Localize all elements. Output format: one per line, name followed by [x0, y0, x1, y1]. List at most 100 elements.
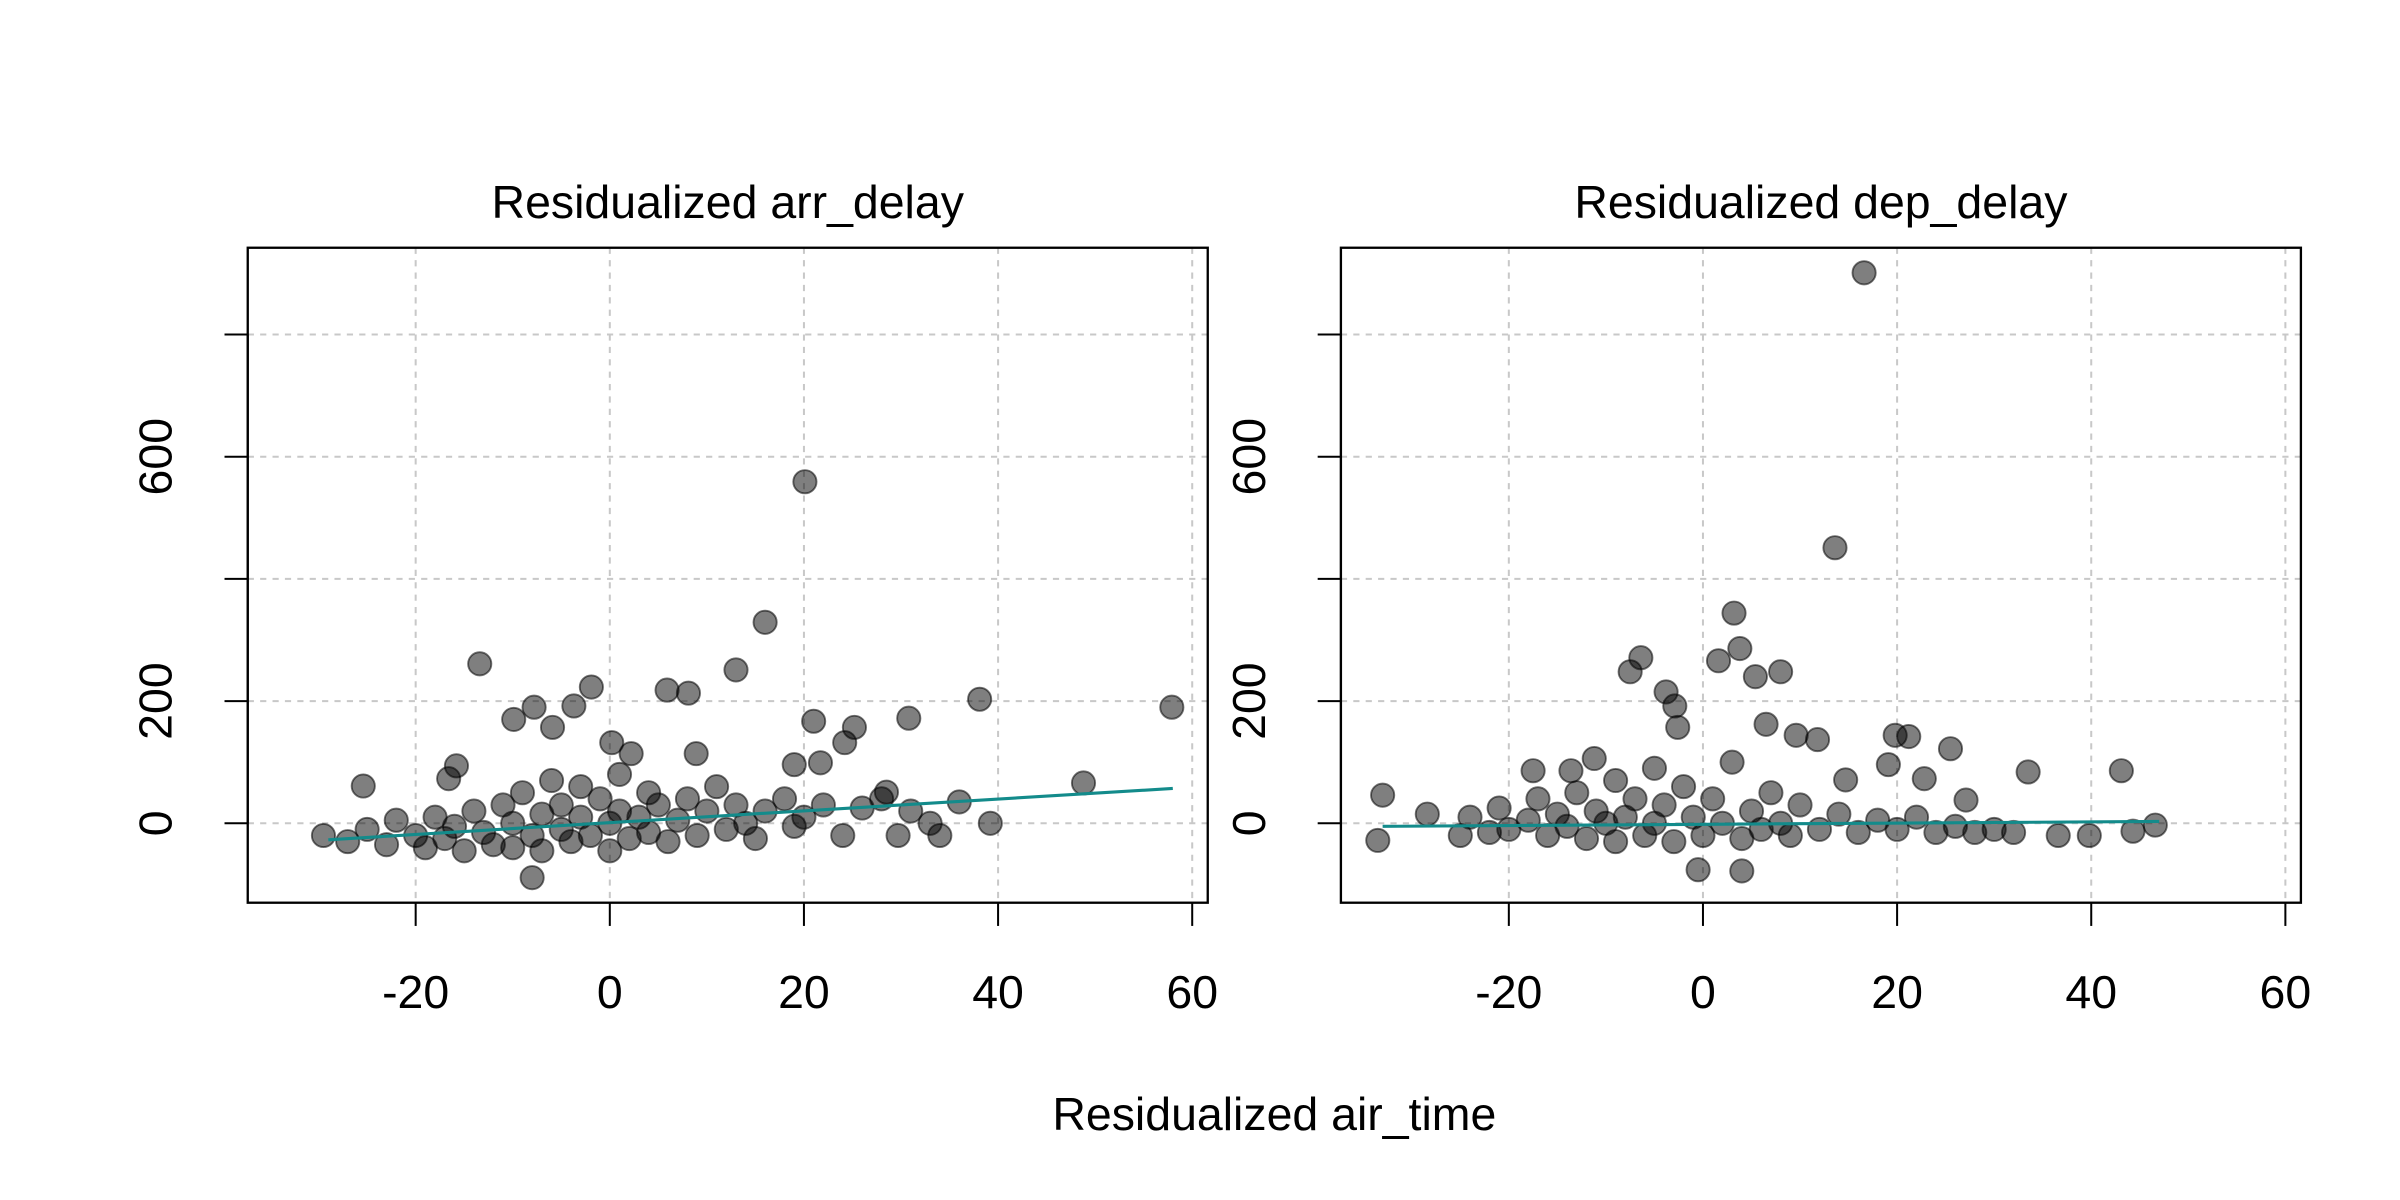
point	[2045, 822, 2071, 849]
point	[1671, 774, 1697, 800]
point	[599, 730, 625, 756]
point	[1937, 736, 1964, 762]
point	[1787, 792, 1813, 818]
point	[539, 767, 565, 794]
point	[1564, 780, 1590, 806]
point	[1953, 787, 1979, 813]
point	[354, 816, 380, 842]
point	[1573, 826, 1600, 852]
y-tick-label: 0	[1223, 810, 1275, 836]
point	[771, 786, 798, 812]
point	[801, 708, 827, 734]
point	[694, 798, 720, 824]
point	[674, 786, 701, 812]
point	[548, 792, 574, 818]
point	[1705, 648, 1732, 674]
point	[810, 792, 836, 818]
point	[441, 813, 468, 839]
point	[1558, 758, 1584, 784]
point	[606, 761, 633, 787]
x-tick-label: 40	[972, 966, 1024, 1018]
point	[1622, 786, 1648, 812]
point	[896, 705, 922, 731]
point	[1903, 804, 1930, 830]
x-tick-label: -20	[382, 966, 449, 1018]
point	[383, 807, 409, 833]
point	[977, 810, 1003, 836]
point	[1753, 711, 1779, 737]
point	[683, 741, 709, 767]
y-tick-label: 0	[130, 810, 182, 836]
point	[509, 780, 535, 806]
point	[521, 694, 547, 720]
point	[1845, 819, 1871, 845]
point	[519, 865, 545, 891]
point	[501, 706, 527, 732]
point	[1520, 758, 1546, 784]
point	[500, 835, 526, 861]
point	[539, 714, 566, 740]
point	[1365, 827, 1391, 853]
point	[1721, 600, 1747, 626]
point	[1486, 795, 1512, 821]
fit-line	[1382, 819, 2160, 828]
point	[645, 792, 671, 818]
point	[1777, 822, 1803, 849]
x-tick-label: 20	[778, 966, 830, 1018]
x-tick-label: 60	[1166, 966, 1218, 1018]
point	[967, 686, 993, 712]
point	[1768, 659, 1794, 685]
point	[1414, 801, 1440, 827]
point	[467, 651, 493, 677]
point	[1783, 722, 1809, 748]
point	[1742, 664, 1768, 690]
point	[654, 677, 680, 703]
y-tick-label: 600	[1223, 418, 1275, 495]
x-tick-label: 40	[2065, 966, 2117, 1018]
point	[1661, 829, 1687, 855]
y-tick-label: 200	[130, 662, 182, 739]
point	[1911, 766, 1937, 792]
point	[1896, 723, 1922, 750]
point	[618, 741, 644, 767]
point	[1833, 767, 1859, 793]
point	[781, 752, 807, 778]
point	[1851, 260, 1877, 286]
point	[2142, 812, 2168, 838]
y-tick-label: 600	[130, 418, 182, 495]
x-tick-label: -20	[1475, 966, 1542, 1018]
point	[1515, 807, 1541, 833]
point	[1070, 770, 1097, 796]
point	[1729, 858, 1755, 884]
point	[2001, 819, 2027, 845]
point	[1875, 752, 1901, 778]
point	[1651, 792, 1677, 818]
chart-title: Residualized arr_delay	[492, 176, 965, 228]
point	[1700, 786, 1726, 812]
point	[885, 822, 911, 849]
point	[742, 826, 768, 852]
x-tick-label: 20	[1871, 966, 1923, 1018]
x-tick-label: 0	[1690, 966, 1716, 1018]
point	[374, 832, 400, 858]
point	[597, 838, 623, 864]
x-tick-label: 60	[2260, 966, 2312, 1018]
point	[310, 822, 336, 849]
point	[1603, 829, 1629, 855]
point	[704, 774, 730, 800]
point	[1617, 659, 1643, 685]
point	[1603, 767, 1629, 794]
plot-frame	[246, 246, 1209, 904]
point	[1826, 801, 1852, 827]
point	[792, 469, 818, 495]
point	[1727, 636, 1753, 662]
point	[684, 822, 710, 849]
point	[2015, 759, 2041, 785]
point	[1806, 816, 1832, 842]
x-axis-label: Residualized air_time	[1052, 1088, 1496, 1140]
point	[1370, 782, 1396, 808]
point	[1665, 714, 1691, 740]
point	[1822, 535, 1848, 561]
point	[1457, 804, 1483, 830]
x-tick-label: 0	[597, 966, 623, 1018]
